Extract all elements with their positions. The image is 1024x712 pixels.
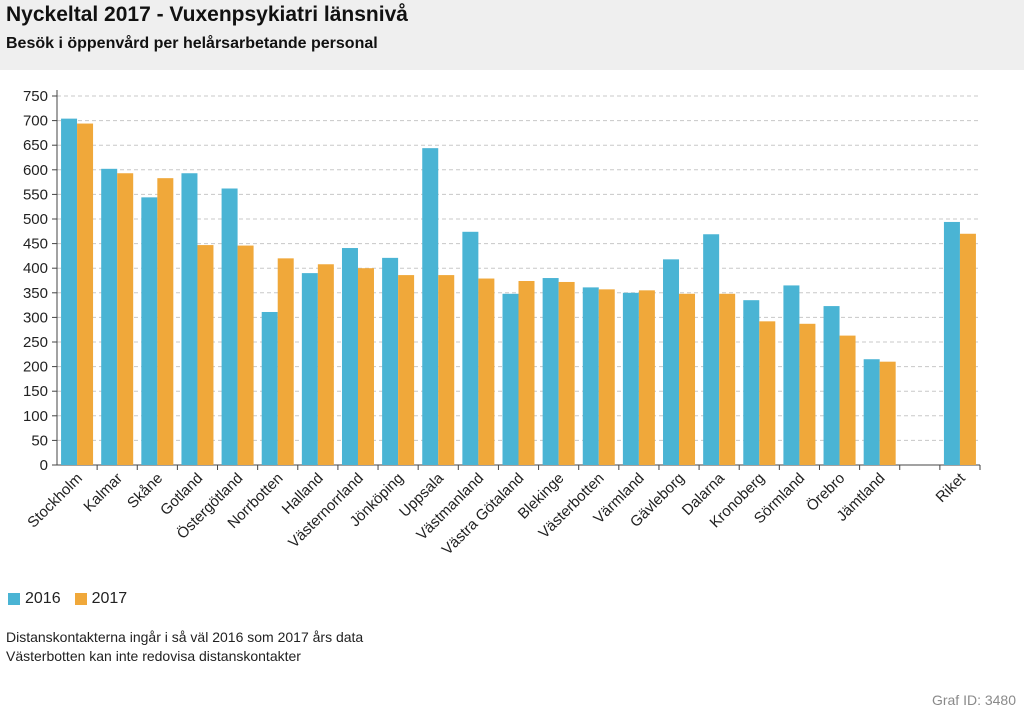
- bar-2016[interactable]: [823, 306, 840, 465]
- y-tick-label: 350: [23, 285, 48, 302]
- legend-swatch-2017: [74, 593, 87, 605]
- bar-2016[interactable]: [341, 248, 358, 465]
- bar-2017[interactable]: [679, 293, 696, 465]
- bar-2016[interactable]: [181, 173, 198, 465]
- notes: Distanskontakterna ingår i så väl 2016 s…: [6, 628, 363, 666]
- y-tick-label: 50: [31, 432, 48, 449]
- bar-2016[interactable]: [141, 197, 158, 465]
- bar-2017[interactable]: [357, 268, 374, 465]
- y-tick-label: 750: [23, 88, 48, 105]
- legend: 2016 2017: [8, 590, 127, 608]
- bar-2016[interactable]: [703, 234, 720, 465]
- bar-2016[interactable]: [221, 188, 238, 465]
- y-tick-label: 700: [23, 113, 48, 130]
- y-tick-label: 200: [23, 359, 48, 376]
- bar-chart: 0 50 100 150 200 250 300 350 400 450 500 550 600 650 7…: [23, 88, 981, 558]
- note-line: Distanskontakterna ingår i så väl 2016 s…: [6, 629, 364, 645]
- bar-2016[interactable]: [783, 285, 800, 465]
- y-tick-label: 300: [23, 309, 48, 326]
- bar-2016[interactable]: [61, 118, 78, 465]
- bar-2017[interactable]: [277, 258, 294, 465]
- y-tick-label: 0: [40, 457, 48, 474]
- bar-2016[interactable]: [301, 273, 318, 465]
- x-tick-label: Kalmar: [80, 470, 126, 516]
- y-tick-label: 250: [23, 334, 48, 351]
- y-tick-label: 100: [23, 408, 48, 425]
- bar-2017[interactable]: [478, 278, 495, 465]
- bar-2016[interactable]: [502, 293, 519, 465]
- bar-2016[interactable]: [743, 300, 760, 465]
- bar-2017[interactable]: [558, 281, 575, 465]
- bar-2016[interactable]: [863, 359, 880, 465]
- x-tick-label: Stockholm: [24, 470, 86, 532]
- y-tick-label: 500: [23, 211, 48, 228]
- bar-2017[interactable]: [719, 293, 736, 465]
- bar-2017[interactable]: [438, 275, 455, 465]
- bar-2017[interactable]: [77, 123, 94, 465]
- graf-id: Graf ID: 3480: [931, 692, 1016, 708]
- legend-label-2017: 2017: [91, 590, 128, 607]
- bar-2017[interactable]: [317, 264, 334, 465]
- note-line: Västerbotten kan inte redovisa distansko…: [6, 648, 301, 664]
- bar-2016[interactable]: [542, 278, 559, 465]
- bar-2016[interactable]: [261, 311, 278, 465]
- x-tick-label: Riket: [933, 469, 970, 506]
- y-tick-label: 650: [23, 137, 48, 154]
- legend-label-2016: 2016: [25, 590, 61, 607]
- bar-2016[interactable]: [462, 231, 479, 465]
- y-tick-label: 600: [23, 162, 48, 179]
- bar-2017[interactable]: [759, 321, 776, 465]
- bar-2017[interactable]: [879, 361, 896, 465]
- legend-item-2017[interactable]: 2017: [74, 590, 128, 608]
- y-tick-label: 550: [23, 186, 48, 203]
- bar-2017[interactable]: [638, 290, 655, 465]
- chart-header: Nyckeltal 2017 - Vuxenpsykiatri länsnivå…: [0, 0, 1024, 70]
- chart-subtitle: Besök i öppenvård per helårsarbetande pe…: [6, 35, 378, 52]
- bar-2016[interactable]: [622, 292, 639, 465]
- bar-2016[interactable]: [101, 168, 118, 465]
- y-tick-label: 150: [23, 383, 48, 400]
- legend-item-2016[interactable]: 2016: [8, 590, 61, 608]
- legend-swatch-2016: [8, 593, 20, 605]
- bar-2016[interactable]: [382, 257, 399, 465]
- bar-2017[interactable]: [157, 178, 174, 465]
- y-tick-label: 400: [23, 260, 48, 277]
- bar-2017[interactable]: [117, 173, 134, 465]
- bar-2017[interactable]: [959, 233, 976, 465]
- bar-2017[interactable]: [197, 245, 214, 465]
- bar-2016[interactable]: [422, 148, 439, 465]
- bar-2017[interactable]: [237, 245, 254, 465]
- chart-title: Nyckeltal 2017 - Vuxenpsykiatri länsnivå: [6, 3, 408, 26]
- bar-2017[interactable]: [598, 289, 615, 465]
- bar-2017[interactable]: [398, 275, 415, 465]
- bar-2017[interactable]: [518, 280, 535, 465]
- bar-2016[interactable]: [582, 287, 599, 465]
- bar-2017[interactable]: [839, 335, 856, 465]
- y-tick-label: 450: [23, 236, 48, 253]
- bar-2016[interactable]: [943, 221, 960, 465]
- bar-2016[interactable]: [663, 259, 680, 465]
- bar-2017[interactable]: [799, 323, 816, 465]
